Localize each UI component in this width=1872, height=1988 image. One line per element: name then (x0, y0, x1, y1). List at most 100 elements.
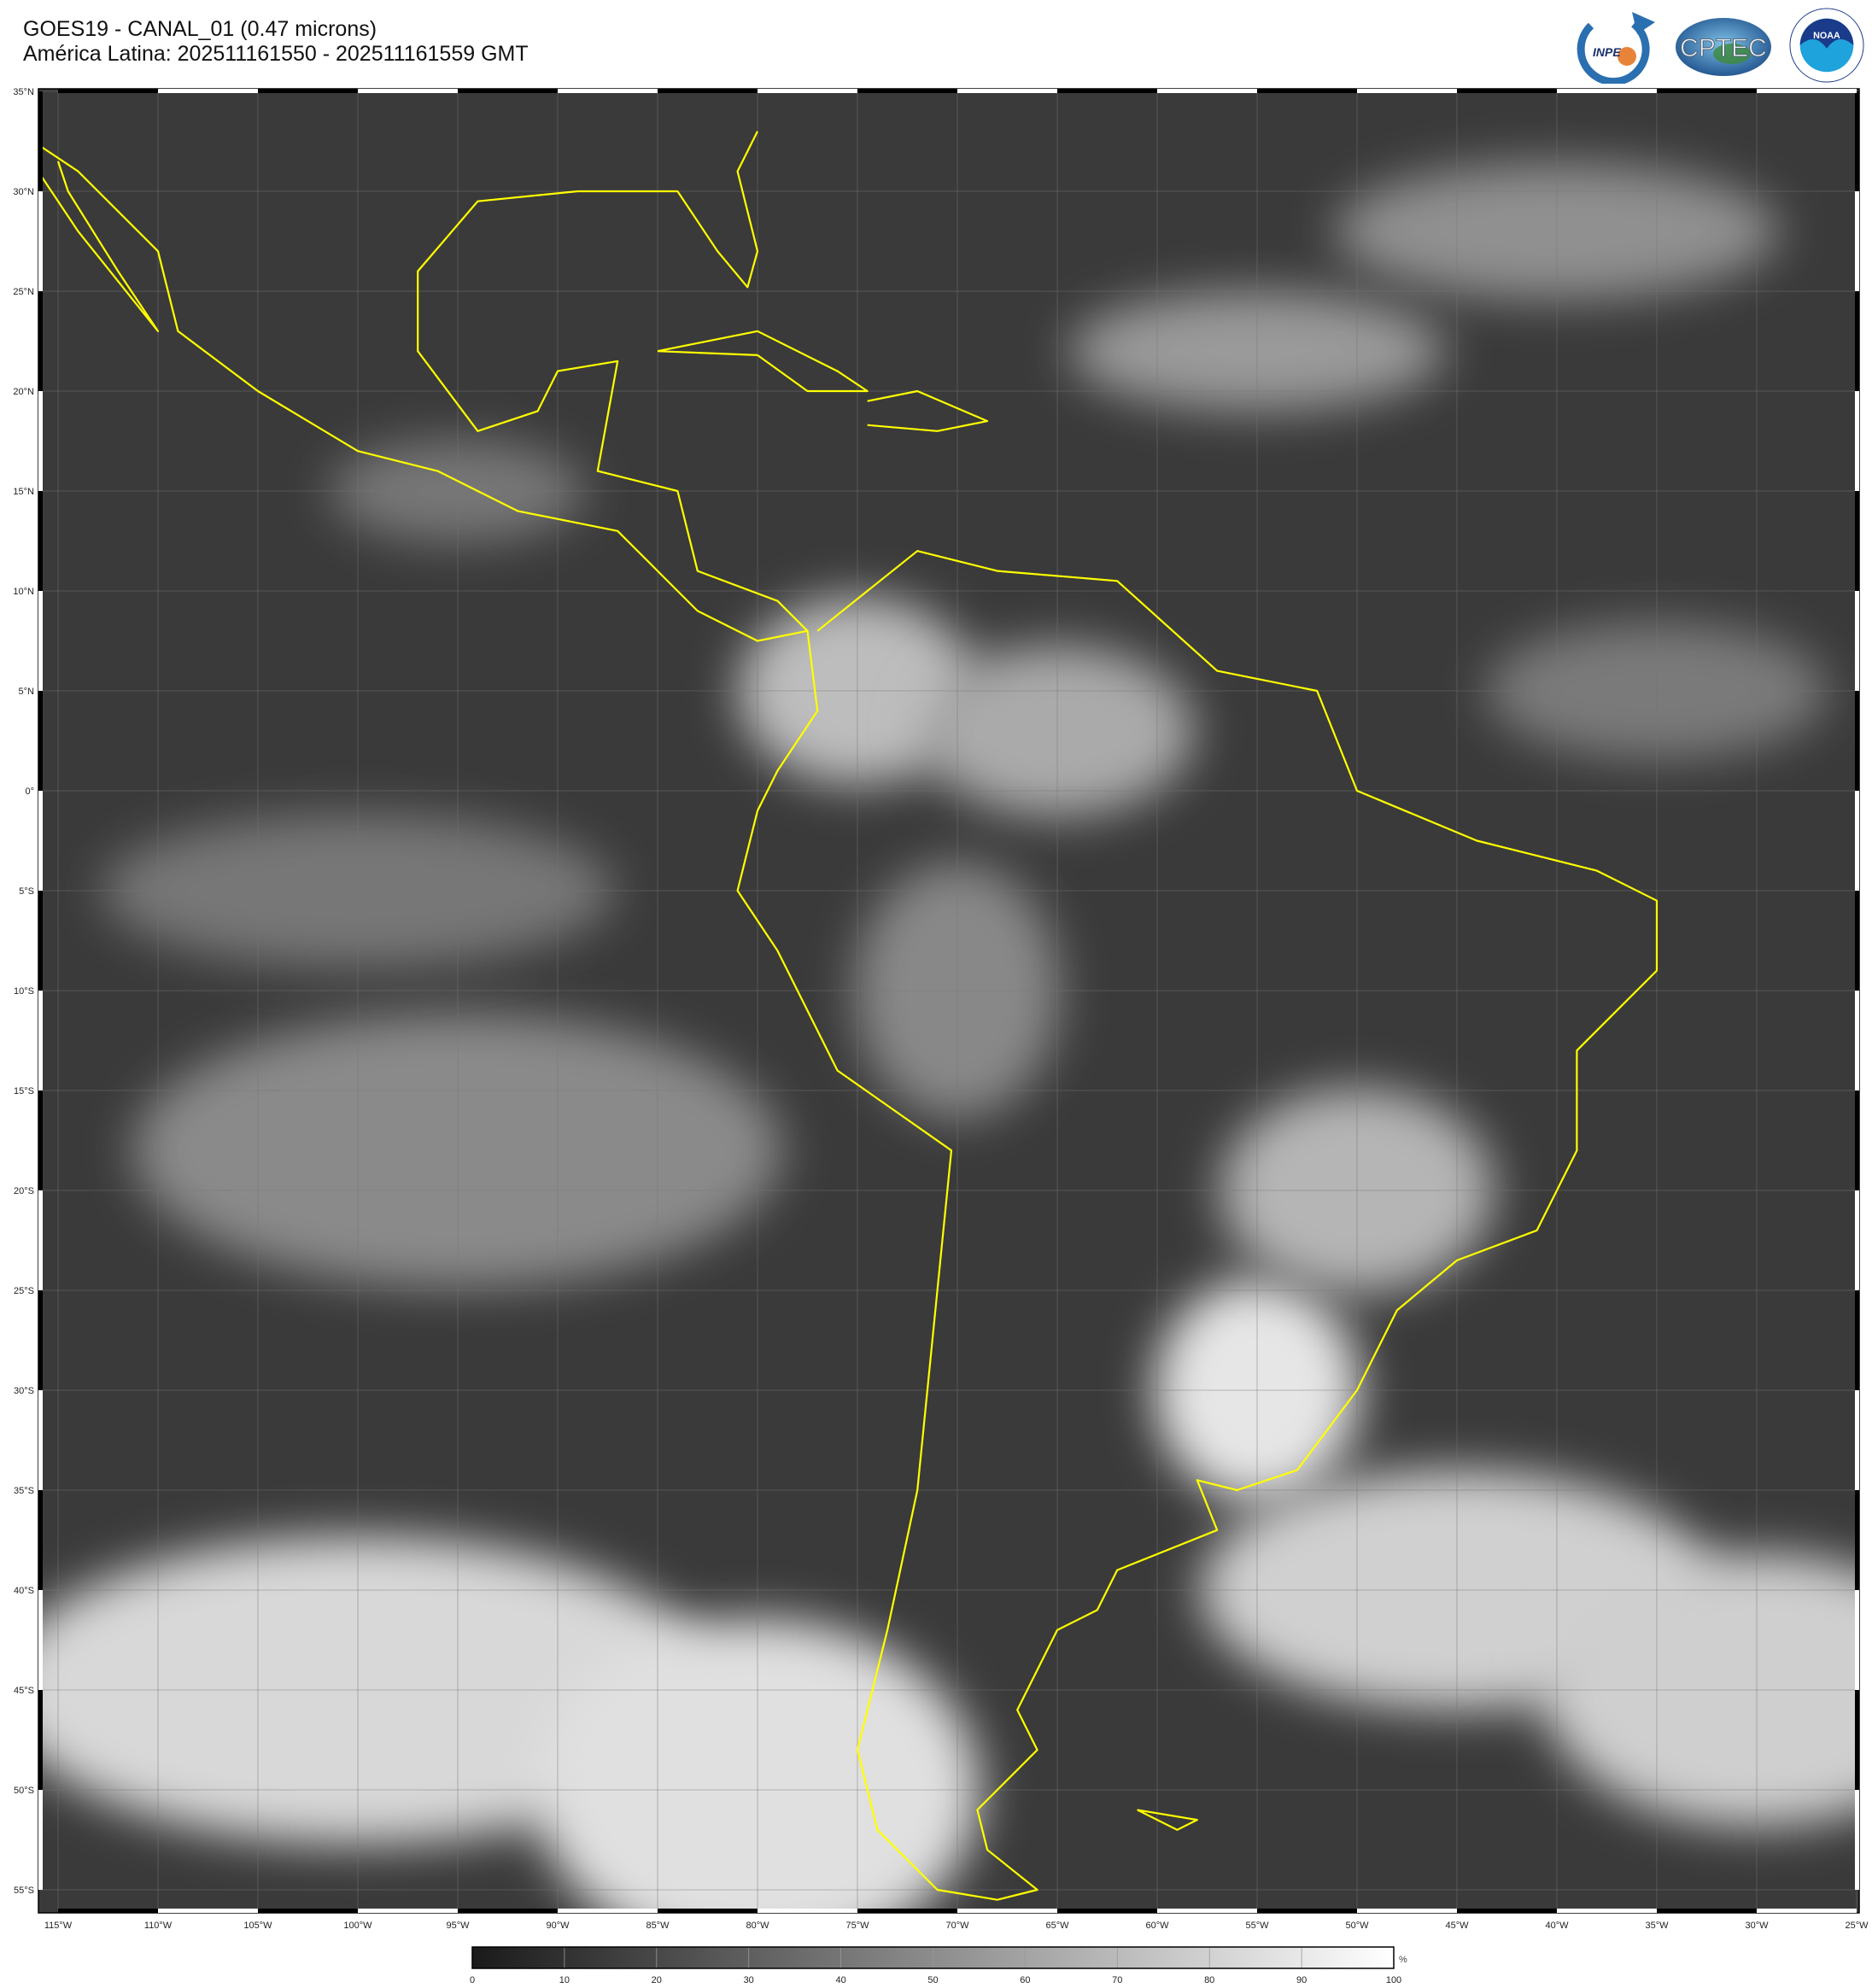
frame-tick-top (1657, 89, 1757, 93)
frame-tick-left (38, 191, 43, 291)
frame-tick-left (38, 1290, 43, 1390)
latitude-label: 35°S (14, 1486, 34, 1496)
frame-tick-bottom (957, 1909, 1057, 1913)
colorbar-unit: % (1399, 1955, 1407, 1965)
svg-text:NOAA: NOAA (1813, 31, 1840, 41)
colorbar-tick-label: 20 (651, 1975, 662, 1985)
colorbar-tick-label: 80 (1204, 1975, 1215, 1985)
latitude-label: 20°N (13, 387, 34, 397)
coastline (867, 389, 989, 432)
latitude-label: 25°N (13, 287, 34, 297)
frame-tick-top (158, 89, 258, 93)
frame-tick-right (1855, 1590, 1859, 1690)
frame-tick-left (38, 1090, 43, 1190)
longitude-label: 55°W (1245, 1921, 1269, 1931)
frame-tick-right (1855, 691, 1859, 791)
longitude-label: 30°W (1745, 1921, 1769, 1931)
frame-tick-top (957, 89, 1057, 93)
longitude-label: 85°W (646, 1921, 670, 1931)
frame-tick-bottom (1257, 1909, 1357, 1913)
latitude-label: 55°S (14, 1886, 34, 1896)
colorbar-tick-label: 60 (1020, 1975, 1031, 1985)
frame-tick-top (658, 89, 758, 93)
frame-tick-bottom (358, 1909, 458, 1913)
inpe-logo: INPE (1577, 12, 1655, 84)
colorbar-tick-label: 30 (743, 1975, 754, 1985)
frame-tick-right (1855, 991, 1859, 1090)
svg-text:INPE: INPE (1593, 45, 1621, 59)
frame-tick-right (1855, 1290, 1859, 1390)
frame-tick-bottom (558, 1909, 658, 1913)
frame-tick-left (38, 1790, 43, 1890)
latitude-label: 35°N (13, 87, 34, 97)
coastline (736, 550, 1658, 1901)
frame-tick-top (258, 89, 358, 93)
coastline (1137, 1809, 1198, 1831)
frame-tick-bottom (158, 1909, 258, 1913)
longitude-label: 35°W (1645, 1921, 1669, 1931)
frame-tick-bottom (258, 1909, 358, 1913)
latitude-label: 25°S (14, 1286, 34, 1296)
frame-tick-left (38, 691, 43, 791)
colorbar-gridlines (564, 1948, 1302, 1968)
frame-tick-right (1855, 1090, 1859, 1190)
longitude-label: 75°W (845, 1921, 869, 1931)
frame-tick-right (1855, 1690, 1859, 1790)
longitude-label: 110°W (144, 1921, 173, 1931)
frame-tick-right (1855, 1190, 1859, 1290)
frame-tick-top (358, 89, 458, 93)
frame-tick-bottom (1757, 1909, 1857, 1913)
frame-tick-left (38, 291, 43, 391)
colorbar-tick-label: 10 (559, 1975, 570, 1985)
latitude-label: 30°N (13, 187, 34, 197)
frame-tick-bottom (758, 1909, 857, 1913)
frame-tick-bottom (857, 1909, 957, 1913)
longitude-label: 65°W (1045, 1921, 1069, 1931)
longitude-label: 50°W (1345, 1921, 1369, 1931)
latitude-label: 15°S (14, 1086, 34, 1096)
frame-tick-left (38, 991, 43, 1090)
longitude-labels: 115°W 110°W 105°W 100°W 95°W 90°W 85°W 80°W 75°W… (44, 1921, 1869, 1931)
frame-tick-left (38, 591, 43, 691)
colorbar-tick-label: 0 (469, 1975, 476, 1985)
svg-text:CPTEC: CPTEC (1680, 34, 1767, 62)
frame-tick-left (38, 1690, 43, 1790)
latitude-label: 10°N (13, 587, 34, 597)
colorbar-tick-label: 100 (1385, 1975, 1402, 1985)
longitude-label: 60°W (1145, 1921, 1169, 1931)
coastline (38, 161, 160, 332)
longitude-label: 90°W (546, 1921, 570, 1931)
frame-tick-bottom (658, 1909, 758, 1913)
frame-tick-left (38, 891, 43, 991)
frame-tick-right (1855, 391, 1859, 491)
frame-ticks (38, 89, 1859, 1913)
longitude-label: 70°W (945, 1921, 969, 1931)
cptec-logo: CPTEC (1676, 18, 1771, 76)
frame-tick-top (1057, 89, 1157, 93)
colorbar-tick-label: 50 (927, 1975, 939, 1985)
frame-tick-bottom (1157, 1909, 1257, 1913)
image-title: GOES19 - CANAL_01 (0.47 microns) (23, 17, 377, 41)
frame-tick-top (1457, 89, 1557, 93)
coastline (38, 131, 809, 642)
colorbar-tick-label: 70 (1112, 1975, 1123, 1985)
frame-tick-left (38, 791, 43, 891)
image-subtitle: América Latina: 202511161550 - 202511161… (23, 42, 529, 66)
frame-tick-top (857, 89, 957, 93)
noaa-logo: NOAA (1789, 8, 1864, 83)
frame-tick-top (1357, 89, 1457, 93)
frame-tick-right (1855, 891, 1859, 991)
frame-tick-left (38, 1490, 43, 1590)
frame-tick-top (458, 89, 558, 93)
frame-tick-top (58, 89, 158, 93)
frame-tick-bottom (1057, 1909, 1157, 1913)
latitude-label: 0° (25, 786, 34, 797)
latitude-label: 45°S (14, 1686, 34, 1696)
frame-tick-left (38, 1390, 43, 1490)
longitude-label: 100°W (343, 1921, 372, 1931)
frame-tick-right (1855, 291, 1859, 391)
colorbar-tick-label: 40 (835, 1975, 846, 1985)
frame-tick-bottom (458, 1909, 558, 1913)
latitude-label: 40°S (14, 1586, 34, 1596)
